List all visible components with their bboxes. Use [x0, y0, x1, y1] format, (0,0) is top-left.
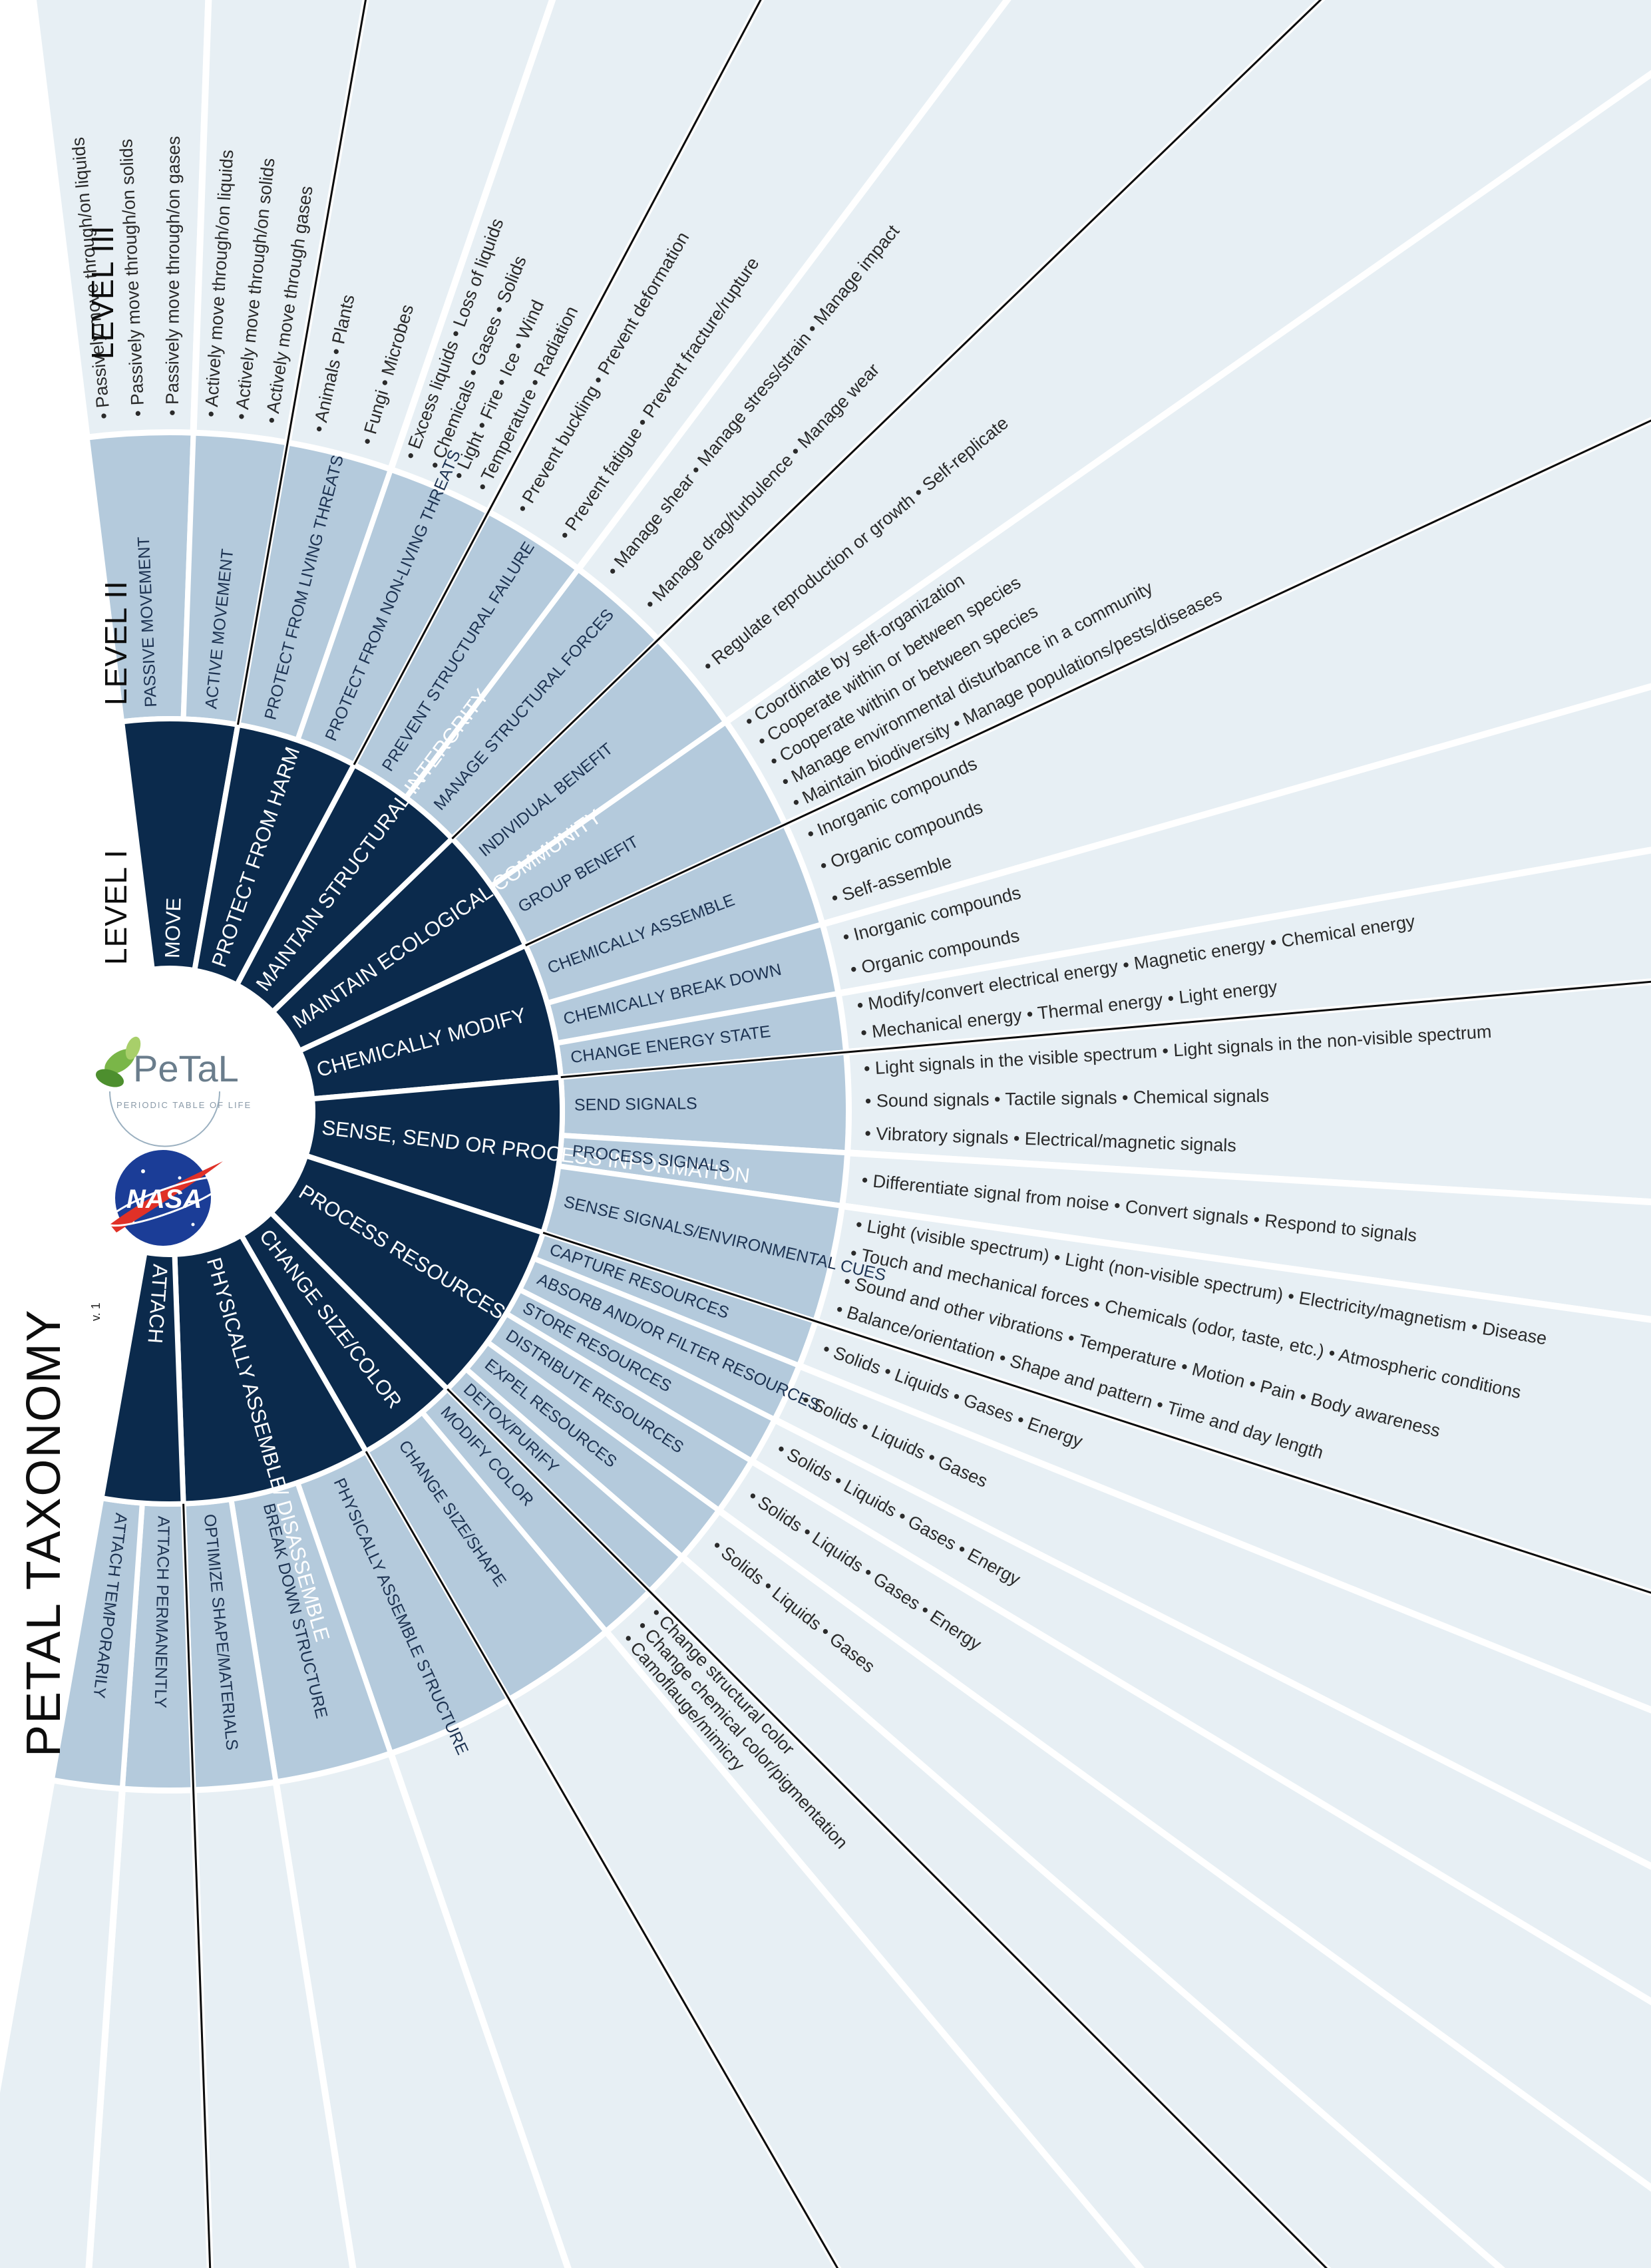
level1-label: MOVE [160, 897, 185, 958]
version-label: v. 1 [89, 1302, 102, 1321]
group-divider-line [365, 1451, 839, 2268]
nasa-logo: NASA [106, 1150, 227, 1246]
level1-wedge [172, 1231, 370, 1507]
group-divider-line [451, 0, 1322, 840]
level3-heading: LEVEL III [85, 225, 120, 359]
level2-heading: LEVEL II [98, 580, 133, 705]
petal-logo-subtitle: PERIODIC TABLE OF LIFE [116, 1100, 252, 1110]
group-divider-line [525, 419, 1651, 947]
level2-label: SEND SIGNALS [574, 1094, 697, 1114]
page-title: PETAL TAXONOMY [17, 1309, 71, 1757]
level2-label: ATTACH PERMANENTLY [151, 1516, 173, 1709]
level1-label: ATTACH [143, 1263, 172, 1344]
group-divider-line [447, 1388, 1328, 2268]
nasa-vector [110, 1161, 223, 1232]
center-disc [27, 968, 313, 1254]
group-divider-line [560, 980, 1651, 1079]
leaf-icon [95, 1036, 141, 1087]
level3-item: • Passively move through/on gases [162, 136, 184, 416]
level1-heading: LEVEL I [98, 849, 133, 965]
group-divider-line [542, 1231, 1651, 1594]
group-divider-line [353, 0, 762, 765]
nasa-logo-text: NASA [126, 1185, 202, 1214]
group-divider-line [182, 1503, 212, 2268]
petal-logo-text: PeTaL [133, 1047, 239, 1089]
petal-logo: PeTaL PERIODIC TABLE OF LIFE [95, 1036, 252, 1147]
logo-arc [109, 1091, 220, 1147]
group-divider-line [236, 0, 367, 725]
